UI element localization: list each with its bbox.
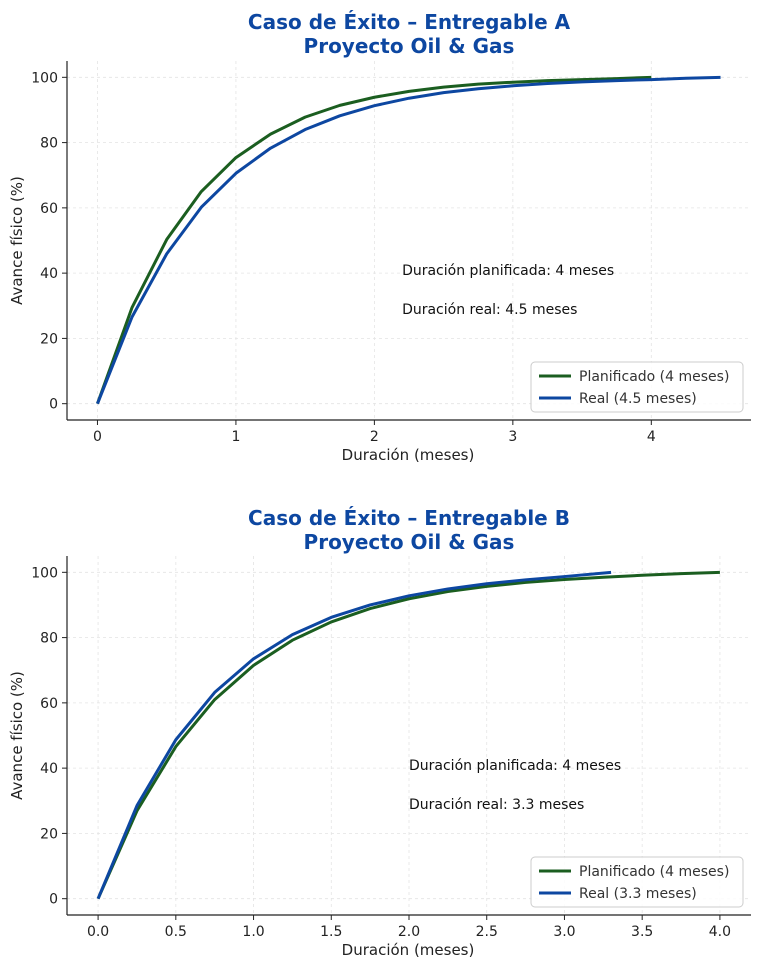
x-tick-label: 4 [647, 429, 656, 445]
x-tick-label: 1.0 [242, 924, 264, 940]
annotation-0: Duración planificada: 4 meses [409, 758, 621, 774]
annotation-1: Duración real: 4.5 meses [402, 302, 577, 318]
x-tick-label: 1.5 [320, 924, 342, 940]
y-tick-label: 40 [40, 266, 58, 282]
y-tick-label: 80 [40, 631, 58, 647]
series-line-0 [96, 75, 652, 405]
legend: Planificado (4 meses) Real (4.5 meses) [530, 361, 744, 413]
series-line-1 [96, 75, 721, 405]
legend: Planificado (4 meses) Real (3.3 meses) [530, 856, 744, 908]
y-axis-label: Avance físico (%) [8, 671, 26, 800]
y-tick-label: 20 [40, 826, 58, 842]
x-tick-label: 2.0 [398, 924, 420, 940]
x-tick-label: 0.5 [165, 924, 187, 940]
legend-label-1: Real (4.5 meses) [579, 391, 697, 407]
x-tick-label: 3 [508, 429, 517, 445]
x-tick-label: 3.5 [631, 924, 653, 940]
x-tick-label: 2.5 [476, 924, 498, 940]
chart-title-line-0: Caso de Éxito – Entregable B [248, 506, 570, 530]
chart-title-line-0: Caso de Éxito – Entregable A [248, 10, 571, 34]
legend-label-1: Real (3.3 meses) [579, 886, 697, 902]
x-tick-label: 0.0 [87, 924, 109, 940]
y-tick-label: 60 [40, 201, 58, 217]
x-tick-label: 4.0 [709, 924, 731, 940]
legend-box [530, 361, 744, 413]
legend-box [530, 856, 744, 908]
legend-label-0: Planificado (4 meses) [579, 864, 729, 880]
x-tick-label: 2 [370, 429, 379, 445]
series-line-0 [96, 570, 720, 900]
y-tick-label: 20 [40, 331, 58, 347]
chart-title-line-1: Proyecto Oil & Gas [304, 34, 515, 58]
annotation-1: Duración real: 3.3 meses [409, 797, 584, 813]
x-axis-label: Duración (meses) [342, 941, 475, 959]
x-tick-label: 3.0 [553, 924, 575, 940]
y-tick-label: 80 [40, 136, 58, 152]
annotation-0: Duración planificada: 4 meses [402, 263, 614, 279]
y-tick-label: 100 [31, 565, 58, 581]
y-axis-label: Avance físico (%) [8, 176, 26, 305]
y-tick-label: 40 [40, 761, 58, 777]
series-line-1 [96, 570, 612, 900]
y-tick-label: 60 [40, 696, 58, 712]
x-axis-label: Duración (meses) [342, 446, 475, 464]
y-tick-label: 0 [49, 892, 58, 908]
y-tick-label: 0 [49, 397, 58, 413]
legend-label-0: Planificado (4 meses) [579, 369, 729, 385]
y-tick-label: 100 [31, 70, 58, 86]
x-tick-label: 0 [93, 429, 102, 445]
x-tick-label: 1 [231, 429, 240, 445]
chart-title-line-1: Proyecto Oil & Gas [304, 530, 515, 554]
